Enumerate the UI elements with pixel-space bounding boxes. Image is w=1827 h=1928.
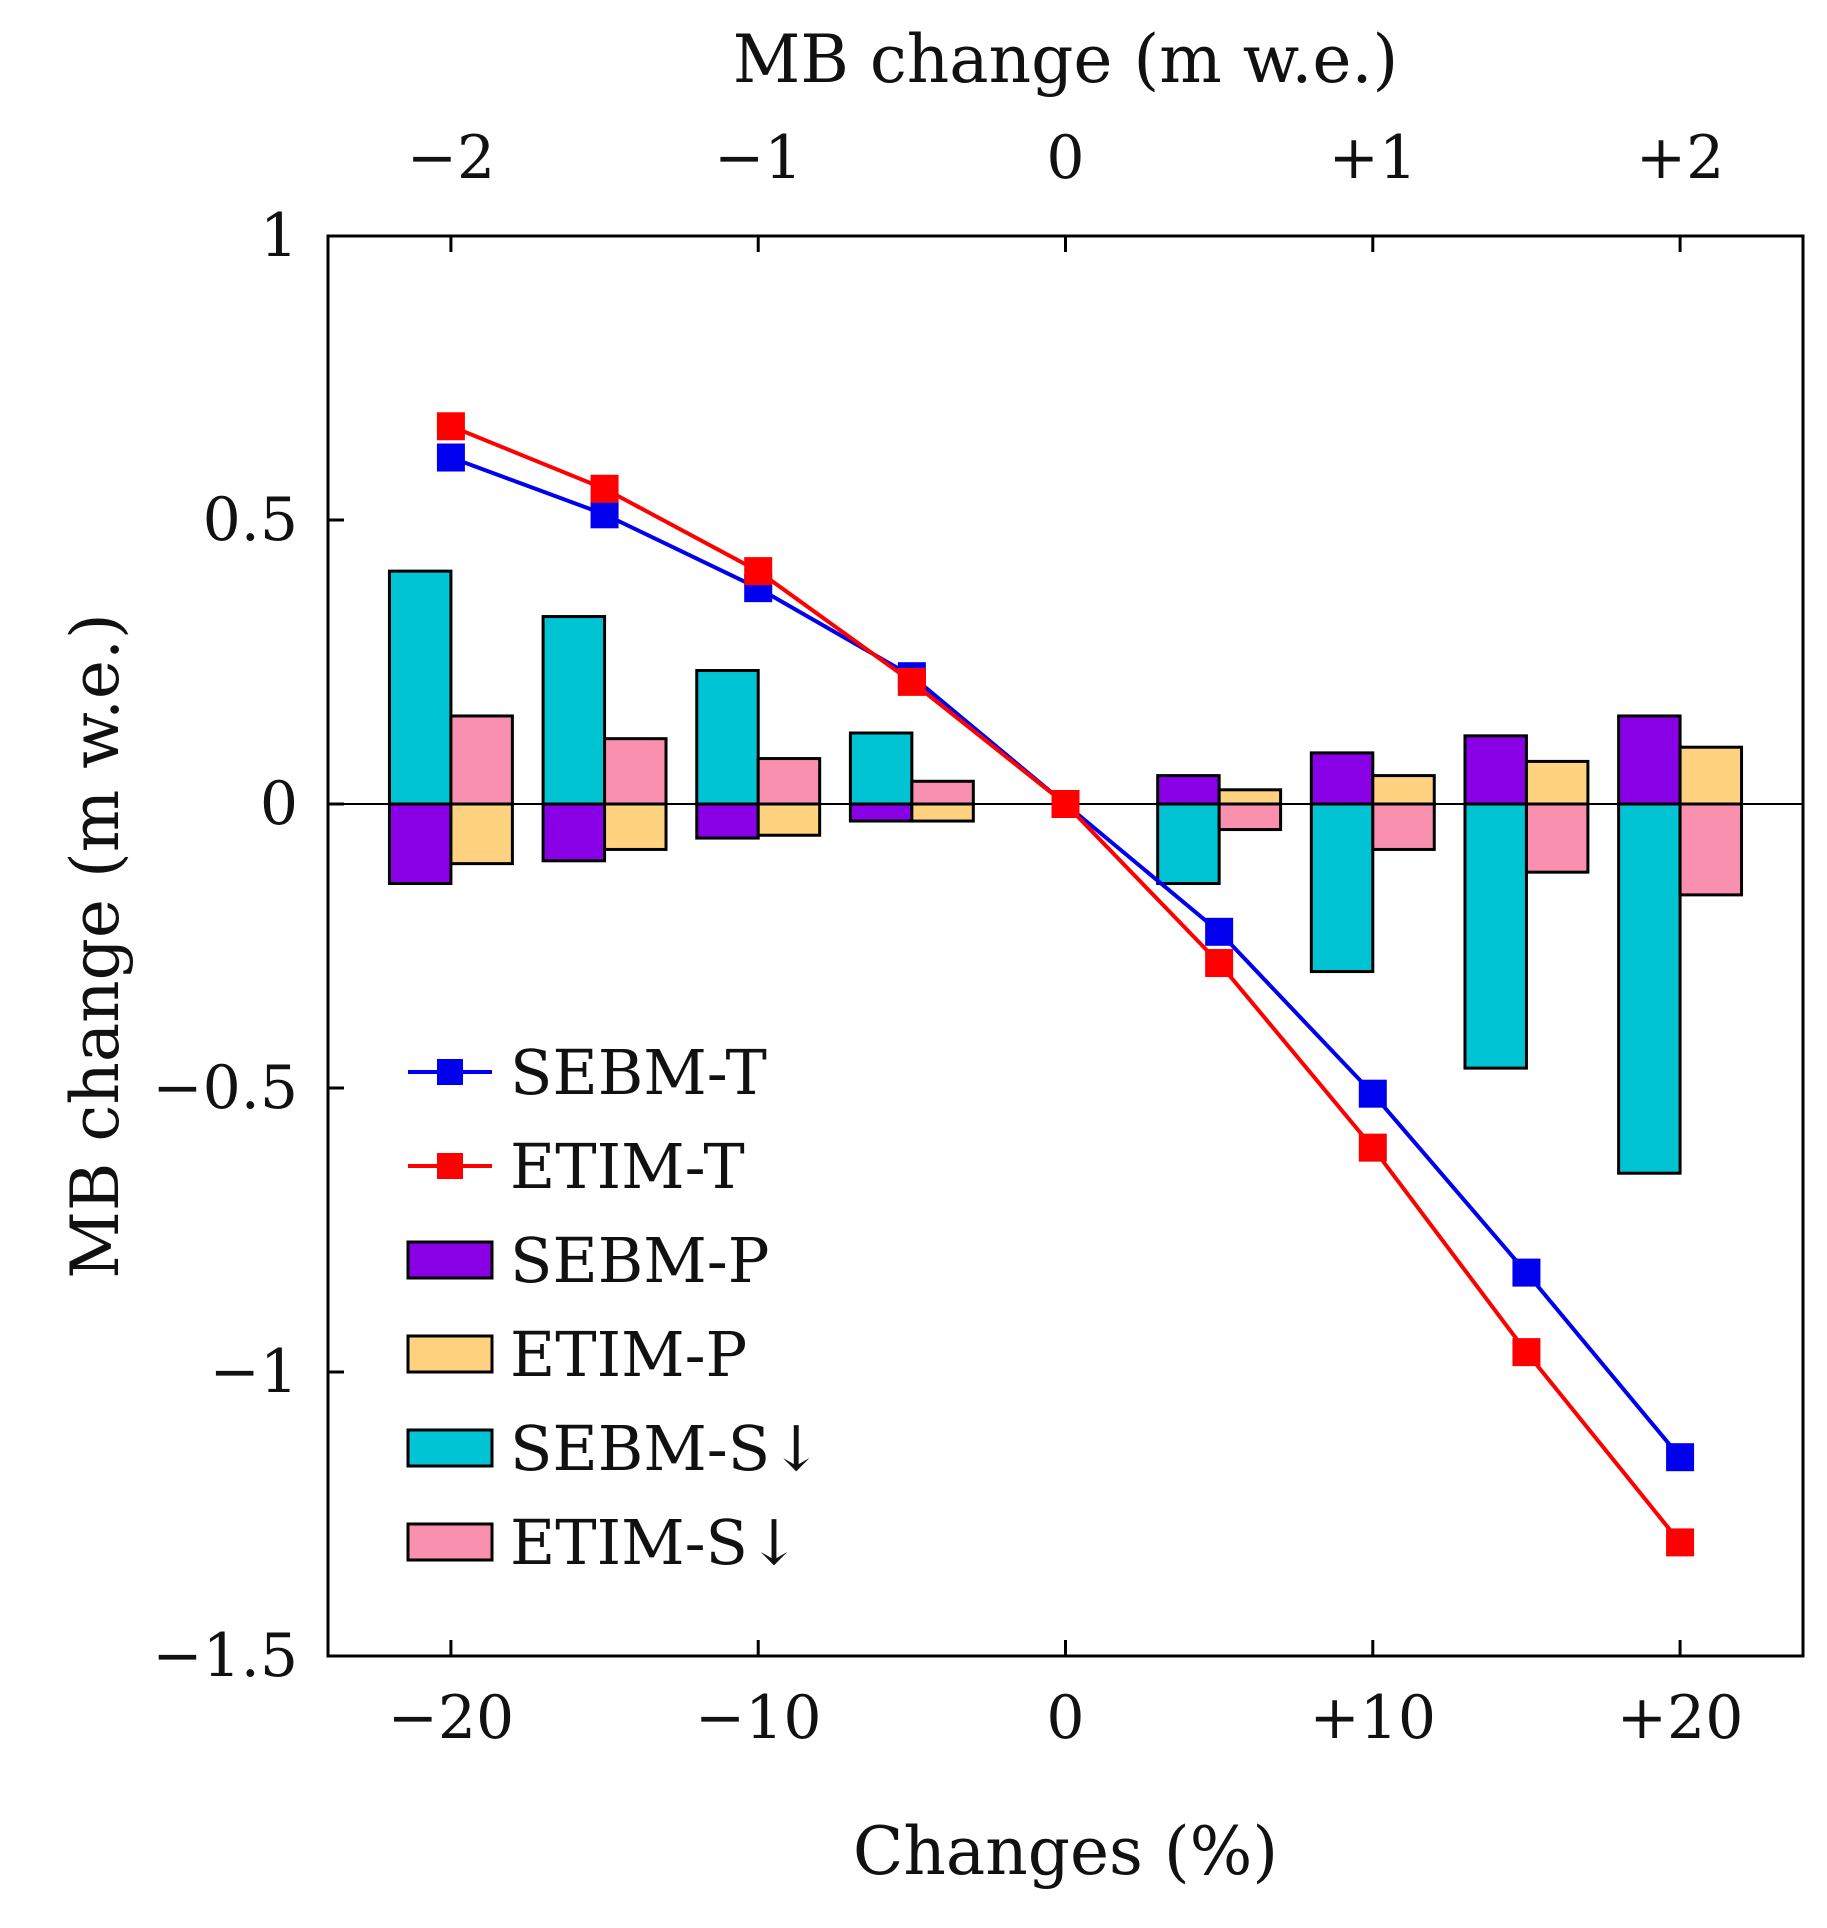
- legend-swatch-etim-p: [406, 1334, 494, 1374]
- legend-label-etim-p: ETIM-P: [510, 1318, 747, 1391]
- legend-label-sebm-p: SEBM-P: [510, 1224, 769, 1297]
- y-tick-label-3: −0.5: [152, 1053, 298, 1123]
- y-tick-label-2: 0: [260, 769, 298, 839]
- x-tick-label-4: +20: [1617, 1683, 1744, 1753]
- y-axis-title: MB change (m w.e.): [57, 613, 134, 1278]
- bar-sebm-s-5: [1309, 802, 1375, 974]
- bar-etim-s-4: [1217, 802, 1283, 832]
- bar-sebm-p-4: [1156, 774, 1221, 806]
- marker-sebm-t-8: [1666, 1443, 1695, 1472]
- bar-sebm-s-4: [1156, 802, 1221, 886]
- bar-sebm-p-2: [695, 802, 760, 840]
- bar-sebm-p-5: [1309, 751, 1375, 806]
- y-tick-label-4: −1: [210, 1337, 298, 1407]
- bar-sebm-p-1: [541, 802, 607, 863]
- bar-etim-s-3: [910, 779, 975, 806]
- bar-sebm-s-6: [1463, 802, 1528, 1070]
- x2-tick-label-4: +2: [1636, 123, 1724, 193]
- x2-tick-label-3: +1: [1329, 123, 1417, 193]
- bar-etim-p-2: [756, 802, 822, 837]
- legend-marker-etim-t: [437, 1153, 463, 1179]
- x2-tick-label-1: −1: [714, 123, 802, 193]
- marker-etim-t-5: [1205, 949, 1234, 978]
- legend: SEBM-T ETIM-T SEBM-P ETIM-P SEBM-S↓ ETIM-S↓: [406, 1036, 822, 1579]
- legend-label-etim-t: ETIM-T: [510, 1130, 745, 1203]
- x2-tick-label-0: −2: [407, 123, 495, 193]
- bar-etim-p-7: [1678, 745, 1744, 806]
- ticks-layer: −20 −10 0 +10 +20−2 −1 0 +1 +210.50−0.5−1−1.5: [152, 123, 1743, 1753]
- bar-sebm-p-0: [387, 802, 453, 886]
- bar-sebm-s-0: [387, 569, 453, 806]
- x-tick-label-3: +10: [1309, 1683, 1436, 1753]
- bar-etim-p-6: [1524, 759, 1590, 806]
- legend-swatch-sebm-s: [406, 1428, 494, 1468]
- bar-sebm-p-3: [848, 802, 914, 823]
- bar-sebm-s-7: [1617, 802, 1682, 1175]
- bar-etim-s-6: [1524, 802, 1590, 874]
- bar-etim-p-4: [1217, 788, 1283, 806]
- bar-etim-p-1: [603, 802, 668, 851]
- legend-marker-sebm-t: [437, 1059, 463, 1085]
- marker-etim-t-8: [1666, 1528, 1695, 1557]
- bar-sebm-s-1: [541, 615, 607, 806]
- lines-layer: [436, 412, 1695, 1557]
- bar-etim-s-5: [1371, 802, 1436, 851]
- marker-etim-t-7: [1512, 1338, 1541, 1367]
- marker-etim-t-0: [436, 412, 465, 441]
- x-axis-title: Changes (%): [853, 1813, 1278, 1890]
- marker-etim-t-1: [590, 474, 619, 503]
- marker-sebm-t-7: [1512, 1258, 1541, 1287]
- bar-etim-p-5: [1371, 774, 1436, 806]
- x-tick-label-0: −20: [388, 1683, 515, 1753]
- bar-sebm-s-3: [848, 731, 914, 806]
- bar-sebm-p-7: [1617, 714, 1682, 806]
- y-tick-label-1: 0.5: [203, 485, 298, 555]
- x-tick-label-2: 0: [1046, 1683, 1084, 1753]
- marker-etim-t-6: [1358, 1133, 1387, 1162]
- marker-etim-t-4: [1051, 790, 1080, 818]
- top-axis-title: MB change (m w.e.): [733, 21, 1398, 98]
- bar-etim-s-7: [1678, 802, 1744, 897]
- legend-swatch-etim-s: [406, 1522, 494, 1562]
- bars-layer: [387, 569, 1744, 1175]
- y-tick-label-0: 1: [260, 201, 298, 271]
- marker-sebm-t-5: [1205, 917, 1234, 946]
- bar-etim-p-3: [910, 802, 975, 823]
- bar-etim-p-0: [449, 802, 514, 866]
- marker-sebm-t-1: [590, 500, 619, 529]
- legend-label-etim-s: ETIM-S↓: [510, 1506, 800, 1579]
- x-tick-label-1: −10: [695, 1683, 822, 1753]
- bar-sebm-s-2: [695, 669, 760, 806]
- marker-etim-t-2: [744, 557, 773, 586]
- bar-etim-s-2: [756, 757, 822, 806]
- legend-swatch-sebm-p: [406, 1240, 494, 1280]
- x2-tick-label-2: 0: [1046, 123, 1084, 193]
- bar-sebm-p-6: [1463, 734, 1528, 806]
- legend-label-sebm-t: SEBM-T: [510, 1036, 767, 1109]
- bar-etim-s-0: [449, 714, 514, 806]
- legend-label-sebm-s: SEBM-S↓: [510, 1412, 822, 1485]
- marker-sebm-t-6: [1358, 1079, 1387, 1108]
- y-tick-label-5: −1.5: [152, 1621, 298, 1691]
- bar-etim-s-1: [603, 737, 668, 806]
- marker-etim-t-3: [897, 667, 926, 696]
- marker-sebm-t-0: [436, 443, 465, 472]
